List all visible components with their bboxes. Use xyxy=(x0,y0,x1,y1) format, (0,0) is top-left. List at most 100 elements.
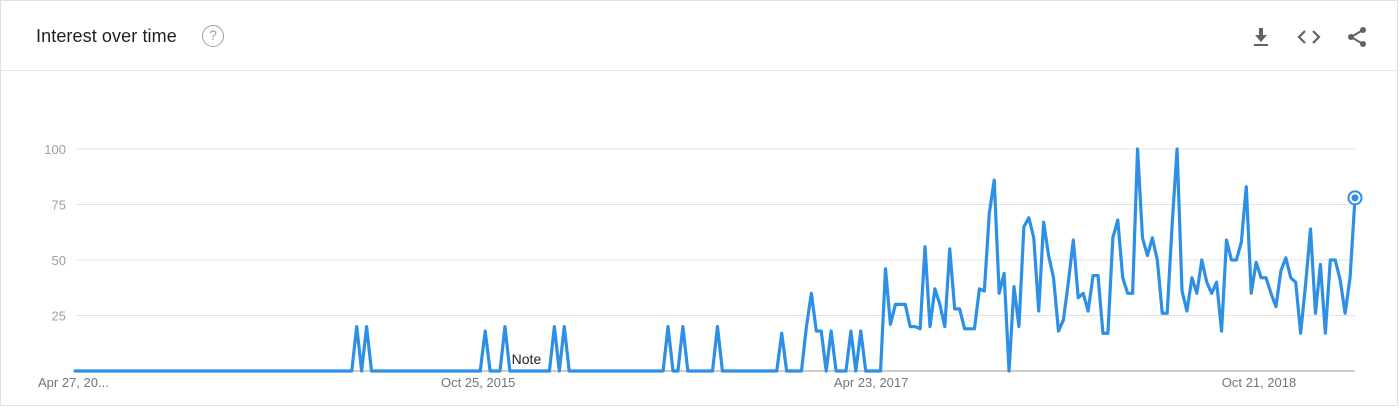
data-point xyxy=(904,303,907,306)
data-point xyxy=(256,369,259,372)
data-point xyxy=(533,369,536,372)
data-point xyxy=(177,369,180,372)
data-point xyxy=(1042,221,1045,224)
data-point xyxy=(355,325,358,328)
data-point xyxy=(637,369,640,372)
data-point xyxy=(1096,274,1099,277)
data-point xyxy=(143,369,146,372)
data-point xyxy=(830,329,833,332)
data-point xyxy=(321,369,324,372)
data-point xyxy=(1091,274,1094,277)
data-point xyxy=(632,369,635,372)
data-point xyxy=(548,369,551,372)
data-point xyxy=(1304,283,1307,286)
data-point xyxy=(1101,332,1104,335)
data-point xyxy=(390,369,393,372)
data-point xyxy=(879,369,882,372)
data-point xyxy=(553,325,556,328)
data-point xyxy=(103,369,106,372)
data-point xyxy=(1329,258,1332,261)
data-point xyxy=(1324,332,1327,335)
data-point xyxy=(261,369,264,372)
embed-code-icon[interactable] xyxy=(1295,23,1323,51)
data-point xyxy=(775,369,778,372)
data-point xyxy=(1106,332,1109,335)
data-point xyxy=(118,369,121,372)
data-point xyxy=(187,369,190,372)
data-point xyxy=(523,369,526,372)
data-point xyxy=(592,369,595,372)
data-point xyxy=(662,369,665,372)
data-point xyxy=(1274,305,1277,308)
data-point xyxy=(419,369,422,372)
data-point xyxy=(395,369,398,372)
data-point xyxy=(449,369,452,372)
help-icon[interactable]: ? xyxy=(202,25,224,47)
data-point xyxy=(316,369,319,372)
data-point xyxy=(676,369,679,372)
data-point xyxy=(948,247,951,250)
x-tick-label: Apr 23, 2017 xyxy=(834,375,908,390)
data-point xyxy=(1047,254,1050,257)
share-icon[interactable] xyxy=(1343,23,1371,51)
data-point xyxy=(543,369,546,372)
data-point xyxy=(1180,289,1183,292)
data-point xyxy=(83,369,86,372)
data-point xyxy=(405,369,408,372)
card-title: Interest over time xyxy=(36,26,177,46)
data-point xyxy=(301,369,304,372)
data-point xyxy=(607,369,610,372)
data-point xyxy=(597,369,600,372)
data-point xyxy=(825,369,828,372)
data-point xyxy=(306,369,309,372)
data-point xyxy=(222,369,225,372)
data-point xyxy=(933,287,936,290)
data-point xyxy=(1052,276,1055,279)
data-point xyxy=(479,369,482,372)
data-point xyxy=(469,369,472,372)
data-point xyxy=(133,369,136,372)
data-point xyxy=(889,323,892,326)
data-point xyxy=(459,369,462,372)
x-tick-label: Apr 27, 20... xyxy=(38,375,109,390)
data-point xyxy=(894,303,897,306)
data-point xyxy=(1245,185,1248,188)
data-point xyxy=(78,369,81,372)
data-point xyxy=(1250,292,1253,295)
data-point xyxy=(1032,236,1035,239)
data-point xyxy=(988,212,991,215)
data-point xyxy=(760,369,763,372)
data-point xyxy=(657,369,660,372)
data-point xyxy=(1309,227,1312,230)
data-point xyxy=(963,327,966,330)
data-point xyxy=(424,369,427,372)
data-point xyxy=(666,325,669,328)
data-point xyxy=(1319,263,1322,266)
data-point xyxy=(365,325,368,328)
data-point xyxy=(1116,218,1119,221)
data-point xyxy=(993,178,996,181)
data-point xyxy=(1299,332,1302,335)
download-icon[interactable] xyxy=(1247,23,1275,51)
data-point xyxy=(558,369,561,372)
data-point xyxy=(375,369,378,372)
data-point xyxy=(647,369,650,372)
data-point xyxy=(820,329,823,332)
data-point xyxy=(810,292,813,295)
data-point xyxy=(914,325,917,328)
data-point xyxy=(790,369,793,372)
data-point xyxy=(696,369,699,372)
data-point xyxy=(681,325,684,328)
data-point xyxy=(439,369,442,372)
data-point xyxy=(162,369,165,372)
data-point xyxy=(1344,312,1347,315)
data-point xyxy=(731,369,734,372)
data-point xyxy=(246,369,249,372)
data-point xyxy=(1126,292,1129,295)
data-point xyxy=(622,369,625,372)
data-point xyxy=(1240,241,1243,244)
data-point xyxy=(1003,272,1006,275)
data-point xyxy=(380,369,383,372)
data-point xyxy=(1230,258,1233,261)
data-point xyxy=(1067,281,1070,284)
